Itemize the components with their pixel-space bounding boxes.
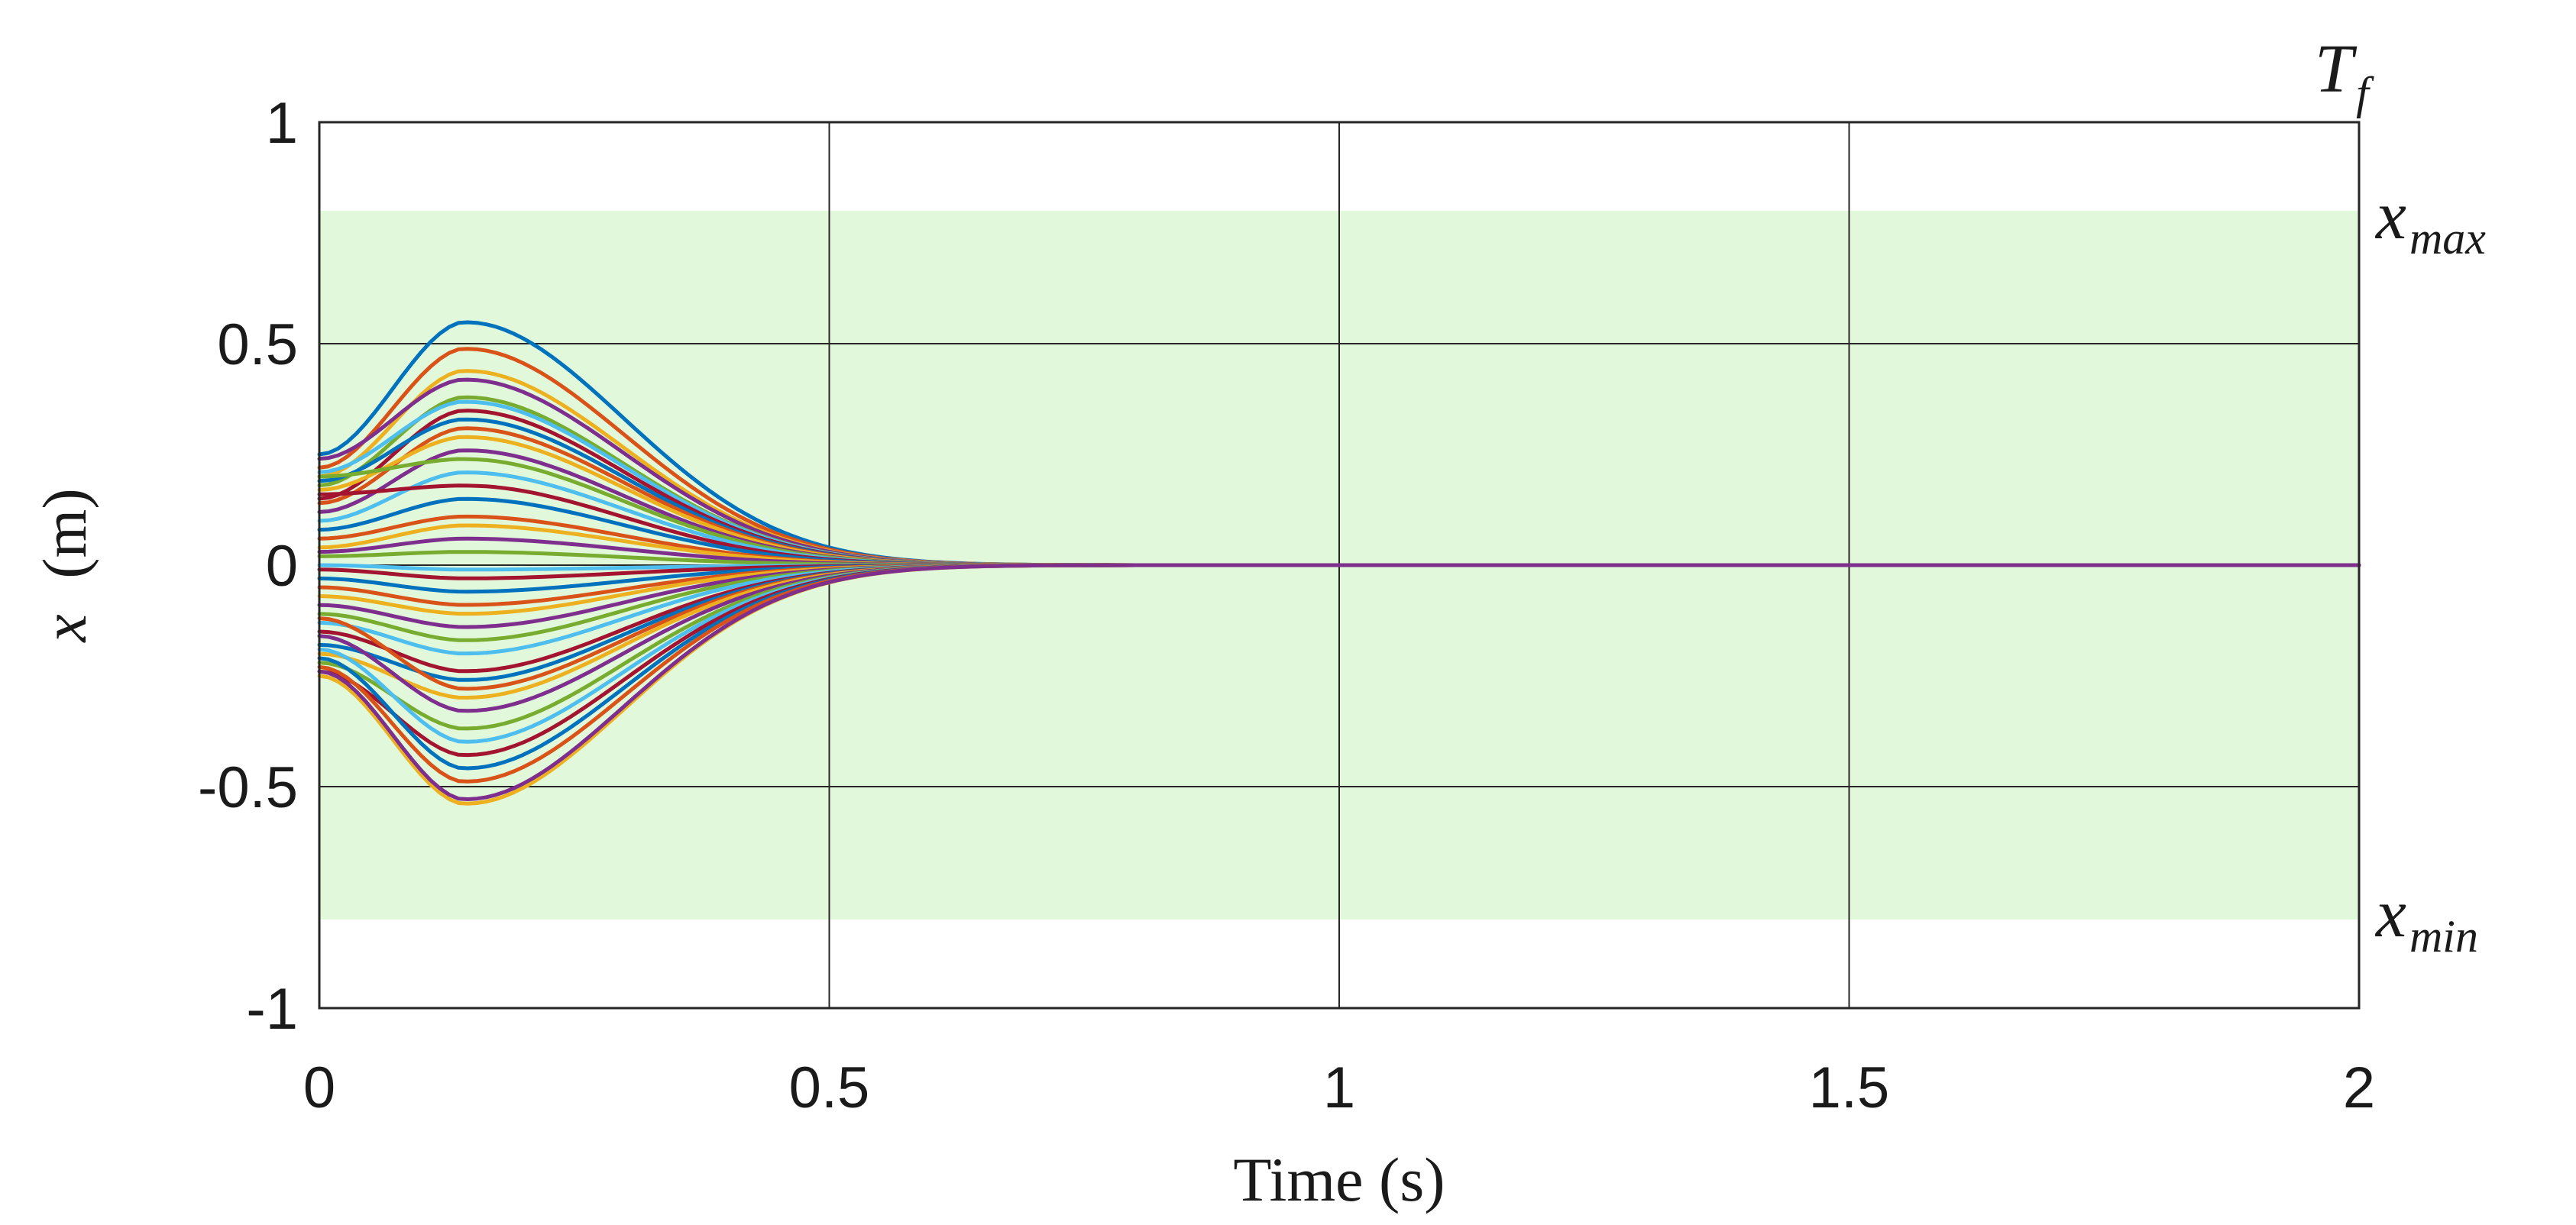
x-max-symbol: x: [2374, 178, 2406, 254]
plot-area: [317, 121, 2361, 1010]
y-tick-label: 1: [266, 91, 298, 156]
svg-text:x (m): x (m): [30, 488, 99, 642]
series-group: [317, 320, 2361, 806]
x-tick-label: 2: [2343, 1055, 2375, 1120]
y-axis-variable: x: [30, 614, 99, 642]
x-tick-label: 0: [303, 1055, 335, 1120]
axes-box: [318, 121, 2361, 1010]
y-tick-label: 0.5: [217, 312, 298, 377]
y-axis-label: x (m): [30, 488, 99, 642]
x-tick-label: 1.5: [1809, 1055, 1890, 1120]
x-tick-label: 0.5: [789, 1055, 870, 1120]
x-axis-label: Time (s): [1233, 1145, 1445, 1214]
x-min-annotation: x min: [2374, 876, 2478, 962]
y-tick-label: 0: [266, 534, 298, 599]
series-line: [317, 563, 2361, 801]
y-tick-labels: -1 -0.5 0 0.5 1: [198, 91, 298, 1042]
y-tick-label: -0.5: [198, 755, 298, 820]
x-min-subscript: min: [2409, 911, 2478, 962]
final-time-symbol: T: [2315, 31, 2358, 107]
x-max-subscript: max: [2409, 213, 2486, 263]
x-tick-label: 1: [1323, 1055, 1355, 1120]
x-tick-labels: 0 0.5 1 1.5 2: [303, 1055, 2375, 1120]
x-max-annotation: x max: [2374, 178, 2486, 263]
y-axis-unit: (m): [30, 488, 99, 578]
x-min-symbol: x: [2374, 876, 2406, 952]
y-tick-label: -1: [246, 977, 298, 1042]
